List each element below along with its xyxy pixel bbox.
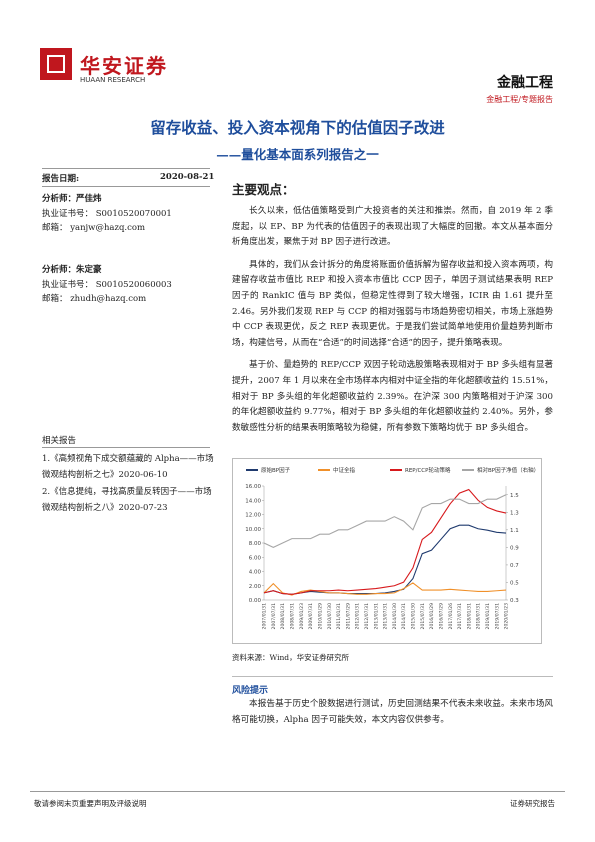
y2-tick-label: 1.5 — [510, 493, 519, 499]
series-line — [263, 488, 507, 595]
x-tick-label: 2011/01/31 — [336, 603, 342, 630]
paragraph: 基于价、量趋势的 REP/CCP 双因子轮动选股策略表现相对于 BP 多头组有显… — [232, 360, 554, 433]
x-tick-label: 2008/07/31 — [290, 603, 296, 630]
date-label: 报告日期: — [42, 174, 80, 184]
y2-tick-label: 0.5 — [510, 580, 519, 586]
footer-right: 证券研究报告 — [510, 799, 555, 808]
logo-sub: HUAAN RESEARCH — [80, 76, 146, 84]
x-tick-label: 2009/07/31 — [308, 603, 314, 630]
series-line — [263, 524, 507, 595]
x-tick-label: 2011/07/29 — [345, 603, 351, 630]
x-tick-label: 2017/07/31 — [457, 603, 463, 630]
footer-left: 敬请参阅末页重要声明及评级说明 — [34, 799, 147, 808]
x-tick-label: 2013/07/31 — [383, 603, 389, 630]
y-tick-label: 2.00 — [249, 584, 262, 590]
legend-label: REP/CCP轮动策略 — [405, 466, 451, 474]
x-tick-label: 2016/01/29 — [429, 603, 435, 630]
main-heading: 主要观点： — [232, 182, 295, 197]
analyst-name: 分析师：严佳炜 — [42, 194, 102, 204]
analyst-email: 邮箱： zhudh@hazq.com — [42, 294, 147, 304]
y-tick-label: 0.00 — [249, 598, 262, 604]
legend-label: 中证全指 — [333, 466, 356, 474]
x-tick-label: 2008/01/31 — [280, 603, 286, 630]
related-item: 1.《高频视角下成交额蕴藏的 Alpha——市场微观结构剖析之七》2020-06… — [42, 454, 214, 480]
x-tick-label: 2007/01/31 — [262, 603, 268, 630]
y2-tick-label: 0.9 — [510, 545, 519, 551]
series-line — [263, 494, 507, 548]
y2-tick-label: 1.1 — [510, 528, 519, 534]
analyst-cert: 执业证书号： S0010520060003 — [42, 280, 172, 290]
body: 长久以来，低估值策略受到广大投资者的关注和推崇。然而，自 2019 年 2 季度… — [232, 204, 553, 436]
y-tick-label: 10.00 — [245, 527, 261, 533]
logo-mark — [40, 48, 72, 80]
legend-label: 相对BP因子净值（右轴） — [477, 466, 539, 474]
x-tick-label: 2014/07/31 — [401, 603, 407, 630]
paragraph: 具体的，我们从会计拆分的角度将账面价值拆解为留存收益和投入资本两项，构建留存收益… — [232, 259, 553, 348]
risk-heading: 风险提示 — [232, 686, 269, 696]
subtitle: ——量化基本面系列报告之一 — [216, 147, 379, 162]
y-tick-label: 12.00 — [245, 513, 261, 519]
rule — [42, 168, 210, 169]
category: 金融工程 — [497, 75, 553, 91]
x-tick-label: 2010/01/29 — [317, 603, 323, 630]
source: 资料来源：Wind，华安证券研究所 — [232, 653, 350, 662]
y-tick-label: 16.00 — [245, 484, 261, 490]
x-tick-label: 2015/07/31 — [420, 603, 426, 630]
series-line — [263, 582, 507, 596]
title: 留存收益、投入资本视角下的估值因子改进 — [150, 118, 445, 137]
analyst-cert: 执业证书号： S0010520070001 — [42, 209, 172, 219]
y-tick-label: 14.00 — [245, 498, 261, 504]
y2-tick-label: 1.3 — [510, 510, 519, 516]
x-tick-label: 2020/01/23 — [504, 603, 510, 630]
subcategory: 金融工程/专题报告 — [486, 95, 553, 104]
legend-label: 原始BP因子 — [261, 466, 291, 474]
x-tick-label: 2016/07/29 — [438, 603, 444, 630]
x-tick-label: 2017/01/26 — [448, 603, 454, 630]
date: 2020-08-21 — [160, 172, 215, 182]
x-tick-label: 2007/07/31 — [271, 603, 277, 630]
y-tick-label: 8.00 — [249, 541, 262, 547]
x-tick-label: 2019/01/31 — [485, 603, 491, 630]
x-tick-label: 2015/01/30 — [411, 603, 417, 630]
related-heading: 相关报告 — [42, 436, 77, 446]
x-tick-label: 2010/07/30 — [327, 603, 333, 630]
analyst-email: 邮箱： yanjw@hazq.com — [42, 223, 146, 233]
x-tick-label: 2012/07/31 — [364, 603, 370, 630]
y2-tick-label: 0.7 — [510, 563, 519, 569]
logo-text: 华安证券 — [80, 54, 168, 78]
x-tick-label: 2012/01/31 — [355, 603, 361, 630]
x-tick-label: 2019/07/31 — [494, 603, 500, 630]
paragraph: 长久以来，低估值策略受到广大投资者的关注和推崇。然而，自 2019 年 2 季度… — [232, 206, 553, 248]
rule — [42, 186, 210, 187]
y-tick-label: 4.00 — [249, 570, 262, 576]
x-tick-label: 2009/01/23 — [299, 603, 305, 630]
analyst-name: 分析师：朱定豪 — [42, 265, 102, 275]
x-tick-label: 2014/01/30 — [392, 603, 398, 630]
risk-text: 本报告基于历史个股数据进行测试，历史回测结果不代表未来收益。未来市场风格可能切换… — [232, 699, 553, 725]
y-tick-label: 6.00 — [249, 555, 262, 561]
x-tick-label: 2018/01/31 — [466, 603, 472, 630]
chart-frame — [232, 458, 542, 644]
chart: 原始BP因子 中证全指 REP/CCP轮动策略 相对BP因子净值（右轴） 0.00 2.0… — [232, 458, 542, 644]
x-tick-label: 2013/01/31 — [373, 603, 379, 630]
related-item: 2.《信息提纯，寻找高质量反转因子——市场微观结构剖析之八》2020-07-23 — [42, 487, 212, 513]
rule — [30, 791, 565, 792]
rule — [232, 676, 553, 677]
x-tick-label: 2018/07/31 — [476, 603, 482, 630]
rule — [42, 447, 210, 448]
y2-tick-label: 0.3 — [510, 598, 519, 604]
